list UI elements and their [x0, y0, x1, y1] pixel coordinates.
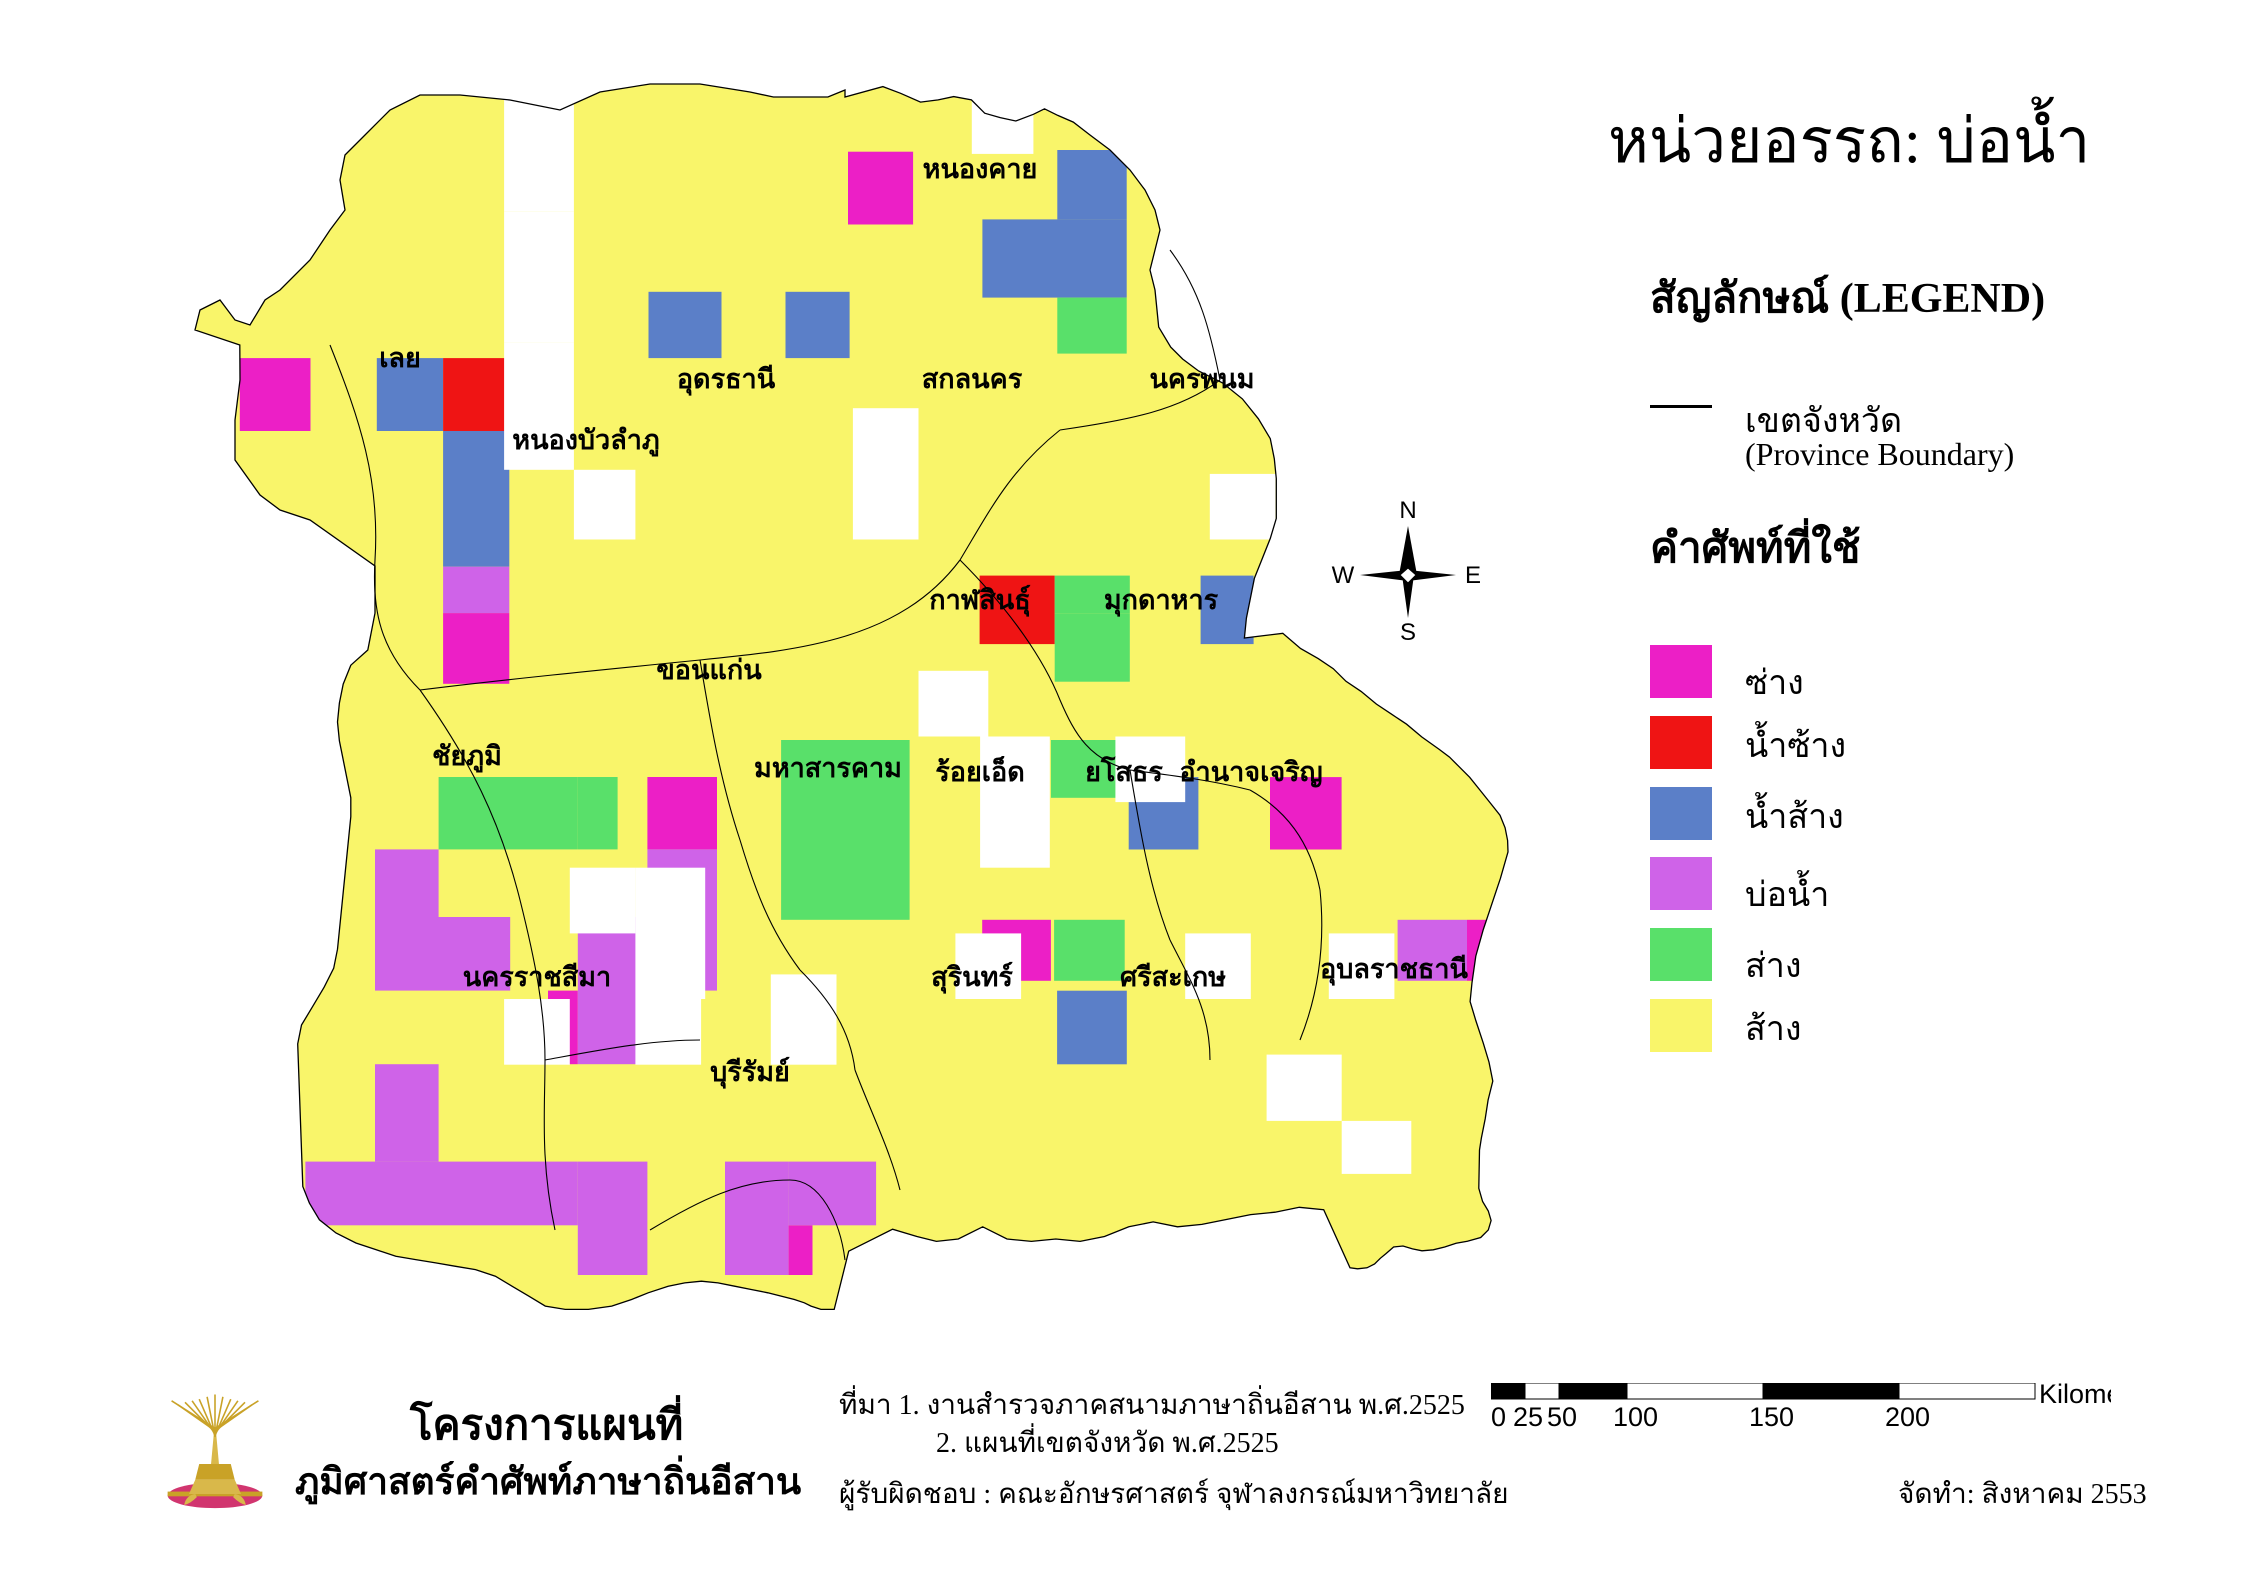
svg-text:หนองบัวลำภู: หนองบัวลำภู — [512, 425, 659, 457]
svg-text:25: 25 — [1513, 1402, 1543, 1432]
svg-text:N: N — [1399, 497, 1416, 524]
svg-text:อำนาจเจริญ: อำนาจเจริญ — [1179, 757, 1322, 788]
svg-text:มุกดาหาร: มุกดาหาร — [1104, 585, 1219, 617]
svg-text:S: S — [1400, 619, 1416, 646]
svg-text:ร้อยเอ็ด: ร้อยเอ็ด — [935, 754, 1025, 787]
svg-text:บุรีรัมย์: บุรีรัมย์ — [710, 1056, 790, 1089]
svg-text:นครพนม: นครพนม — [1149, 364, 1254, 394]
svg-text:200: 200 — [1885, 1402, 1930, 1432]
svg-text:กาฬสินธุ์: กาฬสินธุ์ — [929, 584, 1030, 617]
svg-text:50: 50 — [1547, 1402, 1577, 1432]
svg-text:อุบลราชธานี: อุบลราชธานี — [1320, 954, 1469, 986]
svg-text:ศรีสะเกษ: ศรีสะเกษ — [1120, 962, 1226, 992]
svg-text:เลย: เลย — [379, 343, 421, 373]
svg-text:150: 150 — [1749, 1402, 1794, 1432]
svg-text:0: 0 — [1491, 1402, 1506, 1432]
svg-text:E: E — [1465, 562, 1481, 589]
svg-text:อุดรธานี: อุดรธานี — [677, 364, 776, 396]
svg-text:Kilometers: Kilometers — [2039, 1383, 2111, 1409]
svg-text:สกลนคร: สกลนคร — [922, 364, 1023, 394]
svg-text:นครราชสีมา: นครราชสีมา — [463, 962, 611, 992]
svg-text:W: W — [1332, 562, 1355, 589]
svg-text:ชัยภูมิ: ชัยภูมิ — [432, 741, 502, 773]
svg-text:สุรินทร์: สุรินทร์ — [931, 961, 1013, 994]
svg-text:ขอนแก่น: ขอนแก่น — [656, 655, 762, 685]
svg-text:ยโสธร: ยโสธร — [1085, 755, 1163, 787]
svg-text:100: 100 — [1613, 1402, 1658, 1432]
svg-text:หนองคาย: หนองคาย — [923, 154, 1038, 184]
svg-text:มหาสารคาม: มหาสารคาม — [754, 753, 902, 783]
